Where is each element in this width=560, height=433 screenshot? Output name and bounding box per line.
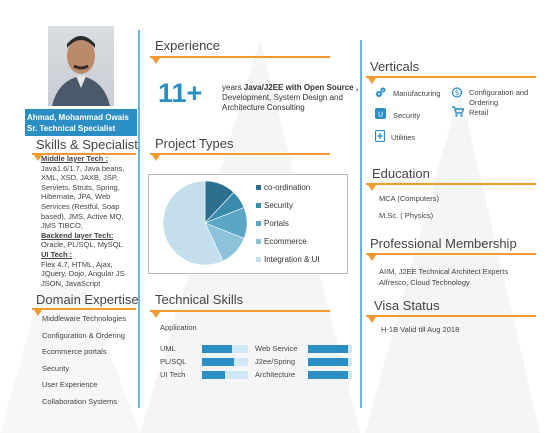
verticals-heading: Verticals	[370, 59, 420, 74]
profile-photo	[48, 26, 114, 106]
profile-name: Ahmad, Mohammad Owais	[27, 113, 129, 122]
visa-heading: Visa Status	[374, 298, 440, 313]
verticals-marker	[368, 78, 376, 84]
tech-skills-underline	[150, 310, 330, 312]
backend-layer-text: Oracle, PL/SQL, MySQL	[41, 240, 123, 250]
skills-underline	[32, 153, 136, 155]
skill-bar-fill	[308, 345, 348, 353]
legend-label: Security	[264, 201, 293, 210]
divider-right	[360, 40, 362, 408]
membership-marker	[368, 255, 376, 261]
tech-skills-marker	[152, 312, 160, 318]
legend-swatch	[256, 221, 261, 226]
domain-item: Configuration & Ordering	[42, 330, 125, 340]
tech-skills-heading: Technical Skills	[155, 292, 244, 307]
legend-label: Ecommerce	[264, 237, 307, 246]
legend-swatch	[256, 203, 261, 208]
membership-text: AIIM, J2EE Technical Architect Experts A…	[379, 267, 509, 287]
backend-layer-label: Backend layer Tech:	[41, 230, 114, 240]
domain-item: Security	[42, 363, 70, 373]
legend-label: Integration & UI	[264, 255, 320, 264]
ui-tech-label: UI Tech :	[41, 249, 73, 259]
visa-marker	[368, 317, 376, 323]
skills-block: Middle layer Tech : Java1.6/1.7, Java be…	[41, 154, 137, 288]
experience-text-post: Development, System Design and Architect…	[222, 93, 343, 112]
domain-heading: Domain Expertise	[36, 292, 139, 307]
middle-layer-label: Middle layer Tech :	[41, 154, 108, 163]
project-types-underline	[150, 153, 330, 155]
domain-item: Middleware Technologies	[42, 314, 127, 323]
project-types-heading: Project Types	[155, 136, 234, 151]
domain-list: Middleware Technologies Configuration & …	[42, 314, 138, 413]
vertical-retail: Retail	[469, 108, 489, 117]
pie-slice	[162, 180, 224, 266]
skills-marker	[34, 155, 42, 161]
experience-underline	[150, 56, 330, 58]
education-marker	[368, 185, 376, 191]
middle-layer-text: Java1.6/1.7, Java beans, XML, XSD, JAXB,…	[41, 163, 125, 231]
skill-label-ui-tech: UI Tech	[160, 370, 186, 379]
cart-icon	[452, 106, 464, 117]
name-banner: Ahmad, Mohammad Owais Sr. Technical Spec…	[25, 109, 137, 136]
skill-label-web-service: Web Service	[255, 344, 298, 353]
svg-text:U: U	[378, 111, 383, 119]
skill-bar-fill	[202, 371, 225, 379]
membership-heading: Professional Membership	[370, 236, 517, 251]
vertical-configuration: Configuration and Ordering	[469, 88, 529, 107]
vertical-manufacturing: Manufacturing	[393, 89, 441, 98]
legend-swatch	[256, 185, 261, 190]
vertical-utilities: Utilities	[391, 133, 416, 142]
education-underline	[366, 183, 536, 185]
skills-heading: Skills & Specialist	[36, 137, 138, 152]
ui-tech-text: Flex 4.7, HTML, Ajax, JQuery, Dojo, Angu…	[41, 259, 125, 288]
experience-text: years Java/J2EE with Open Source , Devel…	[222, 83, 360, 113]
vertical-security: Security	[393, 111, 421, 120]
skill-label-plsql: PL/SQL	[160, 357, 187, 366]
experience-text-bold: Java/J2EE with Open Source ,	[243, 83, 359, 92]
skill-bar-architecture	[308, 371, 352, 379]
utilities-icon	[375, 130, 385, 142]
skill-bar-uml	[202, 345, 248, 353]
manufacturing-icon	[376, 87, 386, 97]
skill-bar-fill	[308, 371, 348, 379]
security-icon: U	[375, 108, 386, 119]
svg-text:$: $	[455, 89, 459, 97]
legend-label: co-ordination	[264, 183, 310, 192]
domain-marker	[34, 310, 42, 316]
education-heading: Education	[372, 166, 430, 181]
experience-marker	[152, 58, 160, 64]
experience-years: 11+	[158, 78, 203, 108]
domain-item: Ecommerce portals	[42, 347, 107, 356]
dollar-icon: $	[452, 87, 462, 98]
skill-bar-web-service	[308, 345, 352, 353]
skill-bar-fill	[202, 358, 235, 366]
legend-swatch	[256, 239, 261, 244]
legend-label: Portals	[264, 219, 289, 228]
visa-underline	[366, 315, 536, 317]
skill-bar-plsql	[202, 358, 248, 366]
education-item: MCA (Computers)	[379, 194, 440, 203]
domain-underline	[32, 308, 136, 310]
membership-underline	[366, 253, 536, 255]
visa-text: H-1B Valid till Aug 2018	[381, 325, 460, 334]
project-types-marker	[152, 155, 160, 161]
skill-bar-j2ee-spring	[308, 358, 352, 366]
divider-left	[138, 30, 140, 408]
profile-title: Sr. Technical Specialist	[27, 124, 116, 133]
education-item: M.Sc. ( Physics)	[379, 211, 434, 220]
tech-skills-subheading: Application	[160, 323, 197, 332]
pie-chart: co-ordination Security Portals Ecommerce Int…	[162, 180, 320, 266]
verticals-underline	[366, 76, 536, 78]
skill-label-uml: UML	[160, 344, 176, 353]
experience-heading: Experience	[155, 38, 221, 53]
skill-bar-ui-tech	[202, 371, 248, 379]
domain-item: User Experience	[42, 380, 98, 389]
skill-bar-fill	[308, 358, 348, 366]
skill-bar-fill	[202, 345, 232, 353]
skill-label-architecture: Architecture	[255, 370, 296, 379]
experience-text-pre: years	[222, 83, 244, 92]
skill-label-j2ee-spring: J2ee/Spring	[255, 357, 296, 366]
domain-item: Collaboration Systems	[42, 396, 118, 406]
legend-swatch	[256, 257, 261, 262]
